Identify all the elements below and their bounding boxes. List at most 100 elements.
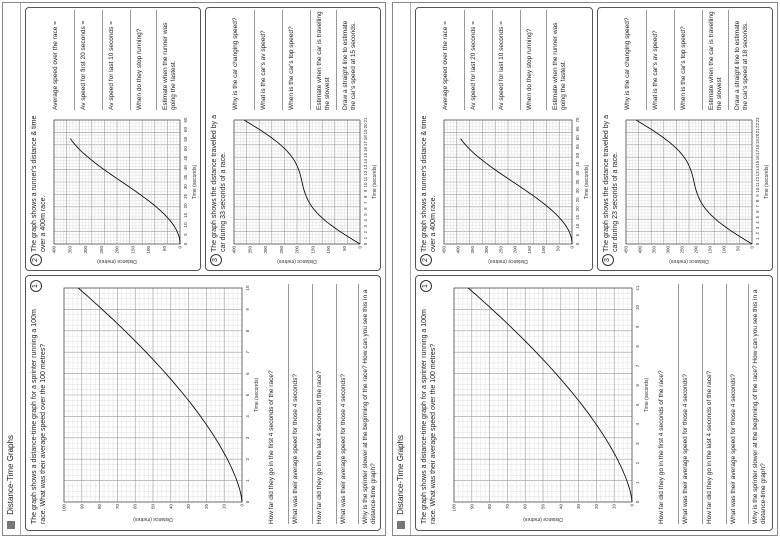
question-item: What is the car's av speed? bbox=[652, 30, 659, 110]
answer-line[interactable] bbox=[336, 284, 337, 524]
question-number: 3 bbox=[210, 254, 222, 266]
answer-line[interactable] bbox=[312, 284, 313, 524]
answer-line[interactable] bbox=[464, 10, 465, 110]
answer-line[interactable] bbox=[678, 284, 679, 524]
x-tick-label: 21 bbox=[755, 128, 760, 134]
question-item: Estimate when the runner was going the f… bbox=[162, 22, 177, 110]
x-axis-label: Time (seconds) bbox=[372, 165, 378, 200]
question-prompt: The graph shows a runner's distance & ti… bbox=[31, 115, 47, 252]
y-tick-label: 400 bbox=[232, 246, 237, 254]
answer-line[interactable] bbox=[726, 284, 727, 524]
x-tick-label: 25 bbox=[575, 197, 580, 203]
answer-line[interactable] bbox=[492, 10, 493, 110]
answer-line[interactable] bbox=[310, 10, 311, 110]
answer-line[interactable] bbox=[358, 284, 359, 524]
y-tick-label: 70 bbox=[505, 504, 510, 510]
y-tick-label: 60 bbox=[523, 504, 528, 510]
y-tick-label: 10 bbox=[222, 504, 227, 510]
answer-line[interactable] bbox=[674, 10, 675, 110]
x-tick-label: 6 bbox=[635, 384, 640, 387]
question-item: Why is the car changing speed? bbox=[232, 17, 239, 111]
y-tick-label: 200 bbox=[295, 246, 300, 254]
x-tick-label: 5 bbox=[635, 403, 640, 406]
answer-line[interactable] bbox=[702, 284, 703, 524]
y-tick-label: 0 bbox=[178, 246, 183, 249]
x-tick-label: 2 bbox=[363, 230, 368, 233]
question-item: Av speed for last 10 seconds = bbox=[108, 21, 115, 110]
x-tick-label: 0 bbox=[363, 242, 368, 245]
question-item: When is the car's top speed? bbox=[680, 26, 687, 110]
distance-time-graph: 0123456789101112131415161718192021050100… bbox=[232, 117, 379, 264]
x-tick-label: 65 bbox=[575, 126, 580, 132]
answer-line[interactable] bbox=[74, 10, 75, 110]
answer-line[interactable] bbox=[288, 284, 289, 524]
x-tick-label: 4 bbox=[245, 415, 250, 418]
x-tick-label: 23 bbox=[755, 117, 760, 123]
y-tick-label: 300 bbox=[263, 246, 268, 254]
answer-line[interactable] bbox=[156, 10, 157, 110]
answer-line[interactable] bbox=[130, 10, 131, 110]
x-tick-label: 3 bbox=[755, 226, 760, 229]
y-tick-label: 150 bbox=[130, 246, 135, 254]
answer-line[interactable] bbox=[546, 10, 547, 110]
x-tick-label: 2 bbox=[245, 457, 250, 460]
question-2-panel: 2 The graph shows a runner's distance & … bbox=[25, 7, 201, 271]
worksheet-title: Distance-Time Graphs bbox=[396, 435, 405, 515]
y-tick-label: 250 bbox=[680, 246, 685, 254]
y-tick-label: 0 bbox=[240, 504, 245, 507]
answer-line[interactable] bbox=[282, 10, 283, 110]
x-tick-label: 9 bbox=[245, 308, 250, 311]
question-item: Average speed over the race = bbox=[52, 21, 59, 110]
y-tick-label: 400 bbox=[638, 246, 643, 254]
plot-frame bbox=[625, 119, 753, 245]
x-axis-label: Time (seconds) bbox=[584, 165, 590, 200]
y-tick-label: 50 bbox=[736, 246, 741, 252]
answer-line[interactable] bbox=[520, 10, 521, 110]
x-tick-label: 35 bbox=[183, 174, 188, 180]
question-item: Estimate when the runner was going the f… bbox=[552, 22, 567, 110]
answer-line[interactable] bbox=[702, 10, 703, 110]
x-tick-label: 3 bbox=[635, 442, 640, 445]
x-tick-label: 45 bbox=[575, 161, 580, 167]
y-tick-label: 10 bbox=[612, 504, 617, 510]
answer-line[interactable] bbox=[102, 10, 103, 110]
x-tick-label: 6 bbox=[245, 372, 250, 375]
x-tick-label: 7 bbox=[245, 350, 250, 353]
x-tick-label: 16 bbox=[755, 155, 760, 161]
x-tick-label: 10 bbox=[575, 223, 580, 229]
question-prompt: The graph shows a runner's distance & ti… bbox=[421, 115, 437, 252]
plot-frame bbox=[53, 119, 181, 245]
logo-icon bbox=[396, 521, 405, 529]
answer-line[interactable] bbox=[748, 284, 749, 524]
x-tick-label: 22 bbox=[755, 122, 760, 128]
answer-line[interactable] bbox=[646, 10, 647, 110]
y-tick-label: 150 bbox=[708, 246, 713, 254]
answer-line[interactable] bbox=[254, 10, 255, 110]
worksheet-title-bar: Distance-Time Graphs bbox=[3, 3, 21, 535]
answer-line[interactable] bbox=[336, 10, 337, 110]
x-axis-label: Time (seconds) bbox=[764, 165, 770, 200]
worksheet-right: Distance-Time Graphs 1 The graph shows a… bbox=[392, 2, 778, 536]
y-tick-label: 80 bbox=[97, 504, 102, 510]
x-tick-label: 30 bbox=[183, 184, 188, 190]
question-item: What was their average speed for those 4… bbox=[730, 374, 737, 524]
x-tick-label: 12 bbox=[363, 170, 368, 176]
x-tick-label: 8 bbox=[635, 345, 640, 348]
question-item: What was their average speed for those 4… bbox=[340, 374, 347, 524]
x-tick-label: 35 bbox=[575, 179, 580, 185]
x-tick-label: 5 bbox=[183, 233, 188, 236]
x-tick-label: 25 bbox=[183, 193, 188, 199]
answer-line[interactable] bbox=[728, 10, 729, 110]
x-tick-label: 21 bbox=[363, 117, 368, 123]
x-tick-label: 5 bbox=[245, 393, 250, 396]
x-tick-label: 50 bbox=[183, 146, 188, 152]
x-tick-label: 11 bbox=[635, 285, 640, 290]
question-item: Estimate when the car is travelling the … bbox=[708, 11, 723, 110]
x-tick-label: 7 bbox=[755, 205, 760, 208]
distance-curve bbox=[460, 138, 573, 245]
y-tick-label: 0 bbox=[570, 246, 575, 249]
x-tick-label: 4 bbox=[635, 422, 640, 425]
y-tick-label: 100 bbox=[541, 246, 546, 254]
question-item: How far did they go in the last 4 second… bbox=[316, 370, 323, 524]
